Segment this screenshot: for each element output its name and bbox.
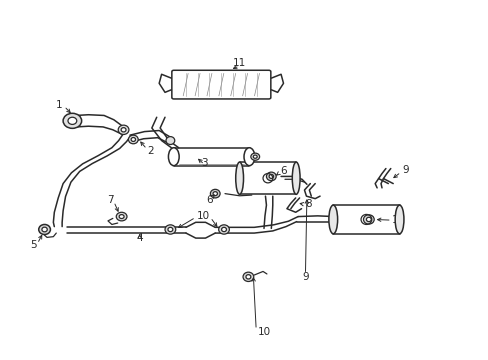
Ellipse shape (218, 225, 229, 234)
Text: 10: 10 (257, 327, 270, 337)
Text: 11: 11 (232, 58, 246, 68)
Ellipse shape (253, 155, 257, 158)
Text: 3: 3 (201, 158, 207, 168)
Ellipse shape (292, 162, 300, 194)
Ellipse shape (118, 125, 129, 134)
Text: 10: 10 (391, 215, 404, 225)
Ellipse shape (128, 135, 138, 144)
Ellipse shape (119, 215, 124, 219)
Text: 6: 6 (280, 166, 286, 176)
Ellipse shape (394, 205, 403, 234)
Ellipse shape (235, 162, 243, 194)
Ellipse shape (68, 117, 77, 125)
Text: 9: 9 (401, 165, 408, 175)
Ellipse shape (363, 215, 373, 224)
Ellipse shape (210, 189, 220, 198)
Ellipse shape (42, 227, 47, 232)
Ellipse shape (39, 225, 50, 234)
Ellipse shape (266, 172, 276, 181)
Ellipse shape (168, 148, 179, 166)
Ellipse shape (116, 212, 127, 221)
Text: 5: 5 (30, 240, 37, 250)
Text: 6: 6 (205, 195, 212, 205)
Text: 10: 10 (196, 211, 209, 221)
Ellipse shape (167, 227, 172, 231)
Ellipse shape (121, 128, 126, 132)
Ellipse shape (328, 205, 337, 234)
Ellipse shape (131, 138, 135, 141)
Ellipse shape (63, 113, 81, 129)
Text: 1: 1 (56, 100, 62, 110)
Ellipse shape (243, 272, 253, 282)
Text: 7: 7 (107, 195, 114, 205)
Ellipse shape (366, 217, 370, 222)
Text: 2: 2 (147, 145, 154, 156)
Ellipse shape (164, 225, 175, 234)
Ellipse shape (250, 153, 259, 160)
Ellipse shape (221, 227, 226, 231)
Ellipse shape (165, 136, 174, 144)
Ellipse shape (245, 275, 250, 279)
FancyBboxPatch shape (171, 70, 270, 99)
Ellipse shape (268, 175, 273, 179)
Ellipse shape (213, 192, 217, 195)
Text: 9: 9 (302, 272, 308, 282)
Text: 4: 4 (136, 233, 142, 243)
Ellipse shape (244, 148, 254, 166)
Text: 8: 8 (305, 199, 311, 209)
